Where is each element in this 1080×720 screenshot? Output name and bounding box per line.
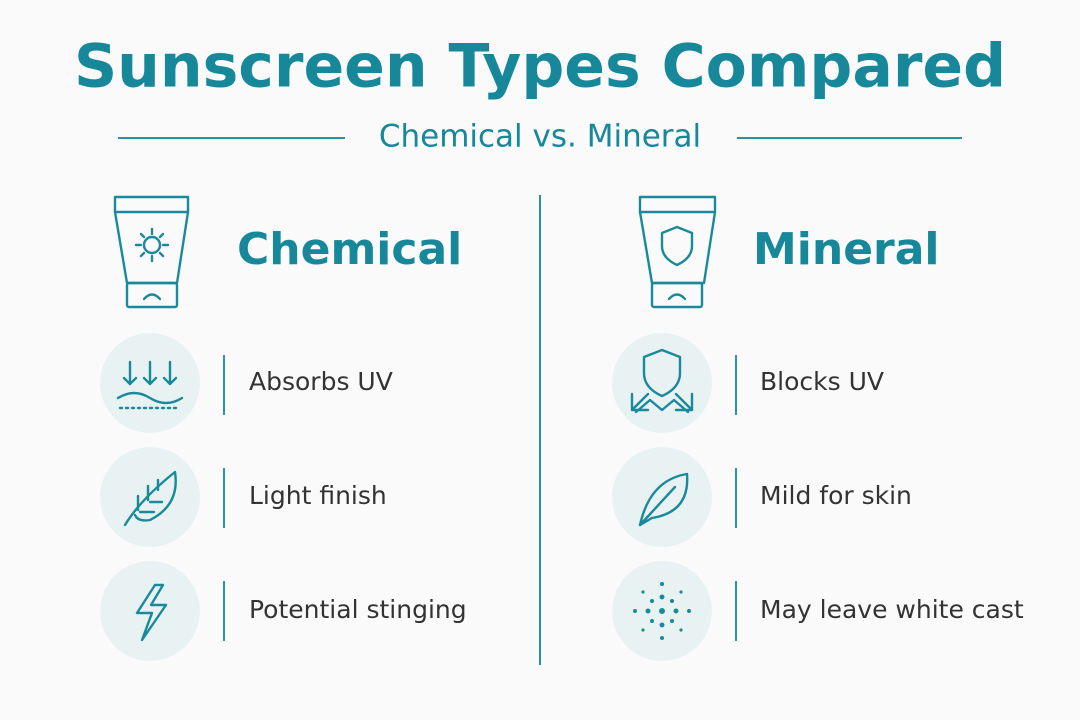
absorb-icon	[116, 360, 184, 410]
dots-icon	[633, 582, 691, 640]
icon-circle	[612, 333, 712, 433]
item-text: Absorbs UV	[249, 367, 393, 396]
item-text: Potential stinging	[249, 595, 467, 624]
title: Sunscreen Types Compared	[74, 32, 1006, 102]
block-icon	[630, 348, 694, 414]
column-title: Mineral	[753, 224, 940, 275]
subtitle: Chemical vs. Mineral	[379, 119, 701, 155]
icon-circle	[612, 447, 712, 547]
icon-circle	[100, 561, 200, 661]
tube-icon	[113, 195, 190, 309]
icon-circle	[100, 447, 200, 547]
lightning-icon	[135, 583, 168, 642]
tube-icon	[638, 195, 717, 309]
item-text: Light finish	[249, 481, 387, 510]
column-title: Chemical	[237, 224, 462, 275]
leaf-icon	[638, 472, 689, 527]
item-text: Mild for skin	[760, 481, 912, 510]
item-text: May leave white cast	[760, 595, 1024, 624]
item-text: Blocks UV	[760, 367, 884, 396]
leaf-icon	[123, 470, 177, 527]
